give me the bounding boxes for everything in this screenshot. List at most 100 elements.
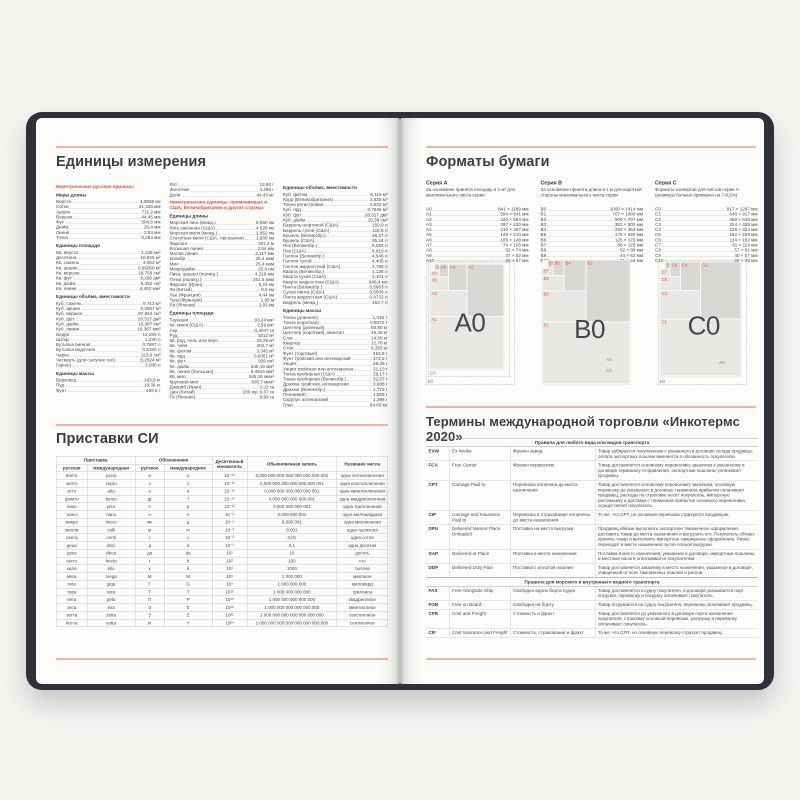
si-cell: Y: [163, 618, 213, 627]
format-size: 31 × 44 мм: [619, 257, 643, 263]
format-code: C9: [655, 252, 661, 258]
unit-row: Гран 64,80 мг: [283, 402, 388, 407]
incoterm-name-ru: Поставка с оплатой пошлин: [510, 563, 595, 577]
unit-row: Кв. мил 645,16 мкм²: [170, 374, 275, 379]
unit-row: Цин (Китай) 100 му; 6,67 га: [170, 390, 275, 395]
si-cell: тера: [56, 587, 88, 596]
unit-row: Галлон сухой 4,405 л: [283, 259, 388, 264]
dotted-leader: [432, 225, 500, 227]
format-subdivision: A7: [430, 270, 440, 278]
dotted-leader: [72, 202, 139, 204]
unit-value: 929 см²: [258, 358, 274, 364]
format-ghost-label: B0: [659, 379, 666, 385]
unit-name: Куб. фут: [56, 316, 75, 322]
dotted-leader: [189, 321, 254, 322]
format-size: 162 × 229 мм: [729, 232, 758, 238]
si-cell: da: [163, 549, 213, 558]
format-sub-label: B6: [554, 260, 560, 266]
unit-name: Точка (полигр.): [169, 276, 202, 282]
unit-row: Тауншип 93,24 км²: [170, 317, 275, 322]
dotted-leader: [294, 339, 371, 340]
incoterm-description: Товар доставляется до указанного в догов…: [595, 609, 758, 629]
incoterm-code: FAS: [428, 587, 438, 593]
unit-row: Пеннивейт 1,555 г: [283, 392, 388, 397]
format-sub-label: A1: [431, 317, 437, 322]
si-cell: G: [163, 580, 213, 589]
unit-name: Кв. линия: [56, 285, 77, 291]
unit-row: Куб. фут 28,317 дм³: [56, 316, 161, 321]
format-size: 353 × 500 мм: [614, 221, 643, 227]
incoterms-row: CPT Carriage Paid to Перевозка оплачена до…: [426, 480, 758, 511]
format-sub-label: B7: [543, 268, 549, 274]
dotted-leader: [218, 341, 256, 343]
dotted-leader: [432, 241, 500, 242]
unit-row: Драхма (Великобр.) 1,772 г: [283, 387, 388, 392]
unit-value: 4,44 км: [258, 292, 274, 298]
unit-row: Ведро 12,299 л: [56, 332, 161, 337]
format-code: B6: [540, 237, 547, 243]
format-row: A5 148 × 210 мм: [426, 232, 529, 237]
unit-value: 4,266 г: [259, 187, 274, 193]
incoterm-code: EXW: [428, 448, 439, 454]
format-row: B1 707 × 1000 мм: [541, 212, 644, 217]
unit-group-title: Единицы длины: [169, 212, 209, 219]
unit-value: 4,828 км: [256, 225, 274, 231]
format-size: 40 × 57 мм: [734, 252, 758, 258]
unit-row: Фунт (торговый) 453,6 г: [283, 351, 388, 356]
unit-name: Лот: [169, 182, 178, 187]
unit-value: 87,824 см³: [138, 311, 161, 317]
format-size: 176 × 250 мм: [614, 232, 643, 238]
incoterm-name-en: Delivered at Place: [449, 549, 510, 563]
format-subdivision: B8: [547, 260, 553, 268]
dotted-leader: [319, 323, 370, 325]
si-cell: 100: [246, 556, 338, 565]
unit-row: Бутылка винная 0,7687 л: [56, 342, 161, 347]
format-sub-label: B1: [543, 322, 549, 328]
unit-row: Кварта сухая (США) 1,101 л: [283, 274, 388, 279]
unit-row: Пек (Великобр.) 9,092 л: [283, 243, 388, 248]
unit-value: 711,2 мм: [141, 209, 161, 215]
si-cell: одна квинтиллионная: [336, 487, 388, 496]
format-subdivision: A4: [448, 264, 467, 291]
format-sub-label: C6: [671, 262, 678, 268]
si-cell: 10²¹: [211, 611, 248, 620]
unit-value: 45,36 кг: [371, 330, 388, 336]
format-size: 707 × 1000 мм: [612, 211, 643, 217]
unit-row: Пек (США) 8,810 л: [283, 248, 388, 253]
dotted-leader: [70, 233, 143, 235]
si-header-multiplier: Десятичный множитель: [211, 456, 248, 472]
si-cell: зетта: [56, 611, 88, 620]
unit-row: Тонна (длинная) 1,016 т: [283, 315, 388, 320]
si-cell: f: [163, 494, 213, 503]
format-row: C2 458 × 648 мм: [655, 217, 758, 222]
dotted-leader: [547, 225, 614, 227]
dotted-leader: [312, 262, 372, 263]
si-cell: kilo: [86, 564, 136, 573]
format-row: C4 229 × 324 мм: [655, 227, 758, 232]
dotted-leader: [203, 326, 257, 327]
unit-row: Бушель (Великобр.) 36,37 л: [283, 233, 388, 238]
dotted-leader: [346, 380, 373, 381]
dotted-leader: [294, 349, 371, 350]
format-diagram: B1 B2 B3 B4 B5 B6 B7B8 B0 A0 C0: [542, 260, 642, 391]
unit-row: Чарка 123,0 см³: [56, 352, 161, 357]
dotted-leader: [196, 306, 258, 307]
unit-row: Джериб (Иран) 0,11 га: [170, 384, 275, 389]
dotted-leader: [195, 393, 242, 394]
unit-name: Кв. фатом: [169, 348, 192, 354]
unit-row: Куб. дюйм 16,39 см³: [283, 217, 388, 222]
unit-row: Баррель (межд.) 163,7 л: [283, 300, 388, 305]
format-ghost-outline: [426, 260, 515, 385]
si-cell: h: [163, 556, 213, 565]
unit-row: Куб. аршин 0,3597 м³: [56, 306, 161, 311]
unit-name: Куб. линия: [56, 326, 80, 332]
format-row: A3 297 × 420 мм: [426, 222, 529, 227]
si-cell: 10¹⁸: [211, 603, 248, 612]
dotted-leader: [65, 386, 144, 387]
unit-name: Гран: [283, 402, 293, 408]
unit-row: Малая линия 2,117 мм: [170, 251, 275, 256]
unit-group-title: Единицы площади: [56, 242, 100, 249]
dotted-leader: [196, 398, 259, 399]
si-cell: 0,01: [246, 533, 338, 542]
dotted-leader: [203, 249, 257, 251]
